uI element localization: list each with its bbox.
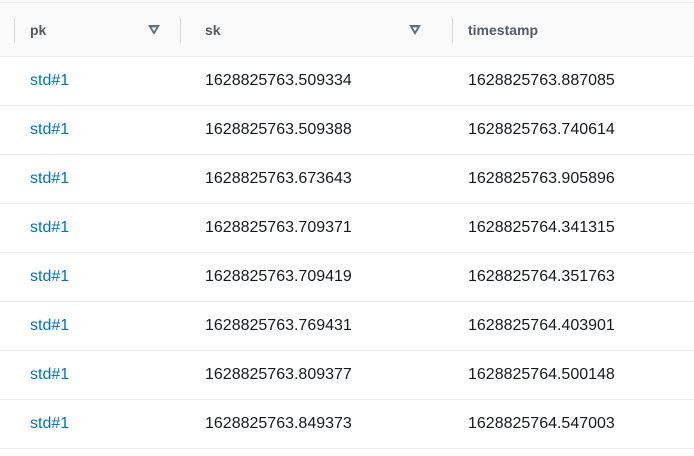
caret-down-icon xyxy=(409,24,421,35)
table-row: std#1 1628825763.673643 1628825763.905896 xyxy=(0,154,694,204)
table-row: std#1 1628825763.709371 1628825764.341315 xyxy=(0,203,694,253)
table-row: std#1 1628825763.769431 1628825764.403901 xyxy=(0,301,694,351)
table-row: std#1 1628825763.709419 1628825764.351763 xyxy=(0,252,694,302)
pk-cell: std#1 xyxy=(14,350,180,400)
row-gutter xyxy=(0,252,14,302)
sk-cell: 1628825763.709371 xyxy=(180,203,452,253)
pk-link[interactable]: std#1 xyxy=(30,317,70,334)
row-gutter xyxy=(0,154,14,204)
row-gutter xyxy=(0,105,14,155)
timestamp-cell: 1628825763.905896 xyxy=(452,154,694,204)
pk-link[interactable]: std#1 xyxy=(30,219,70,236)
sk-cell: 1628825763.509334 xyxy=(180,56,452,106)
row-gutter xyxy=(0,399,14,449)
pk-cell: std#1 xyxy=(14,203,180,253)
timestamp-cell: 1628825764.403901 xyxy=(452,301,694,351)
sk-cell: 1628825763.769431 xyxy=(180,301,452,351)
pk-cell: std#1 xyxy=(14,399,180,449)
header-gutter xyxy=(0,2,14,57)
pk-cell: std#1 xyxy=(14,252,180,302)
row-gutter xyxy=(0,56,14,106)
table-body: std#1 1628825763.509334 1628825763.887085 s… xyxy=(0,56,694,449)
sk-cell: 1628825763.709419 xyxy=(180,252,452,302)
pk-cell: std#1 xyxy=(14,105,180,155)
table-row: std#1 1628825763.509334 1628825763.887085 xyxy=(0,56,694,106)
timestamp-cell: 1628825763.740614 xyxy=(452,105,694,155)
column-label-sk: sk xyxy=(205,21,221,38)
pk-link[interactable]: std#1 xyxy=(30,121,70,138)
row-gutter xyxy=(0,350,14,400)
timestamp-cell: 1628825764.500148 xyxy=(452,350,694,400)
table-row: std#1 1628825763.849373 1628825764.547003 xyxy=(0,399,694,449)
pk-link[interactable]: std#1 xyxy=(30,366,70,383)
column-label-pk: pk xyxy=(30,21,47,38)
timestamp-cell: 1628825764.351763 xyxy=(452,252,694,302)
pk-link[interactable]: std#1 xyxy=(30,170,70,187)
column-header-pk[interactable]: pk xyxy=(14,2,180,57)
top-gap xyxy=(0,0,694,2)
pk-cell: std#1 xyxy=(14,154,180,204)
row-gutter xyxy=(0,203,14,253)
pk-cell: std#1 xyxy=(14,56,180,106)
column-label-timestamp: timestamp xyxy=(468,21,539,38)
sk-cell: 1628825763.673643 xyxy=(180,154,452,204)
pk-link[interactable]: std#1 xyxy=(30,268,70,285)
pk-cell: std#1 xyxy=(14,301,180,351)
pk-link[interactable]: std#1 xyxy=(30,415,70,432)
sk-cell: 1628825763.509388 xyxy=(180,105,452,155)
pk-link[interactable]: std#1 xyxy=(30,72,70,89)
sk-cell: 1628825763.809377 xyxy=(180,350,452,400)
timestamp-cell: 1628825763.887085 xyxy=(452,56,694,106)
table-row: std#1 1628825763.509388 1628825763.740614 xyxy=(0,105,694,155)
row-gutter xyxy=(0,301,14,351)
column-header-timestamp[interactable]: timestamp xyxy=(452,2,694,57)
table-header: pk sk xyxy=(0,2,694,57)
header-row: pk sk xyxy=(0,2,694,57)
caret-down-icon xyxy=(148,24,160,35)
timestamp-cell: 1628825764.341315 xyxy=(452,203,694,253)
timestamp-cell: 1628825764.547003 xyxy=(452,399,694,449)
table-row: std#1 1628825763.809377 1628825764.500148 xyxy=(0,350,694,400)
column-header-sk[interactable]: sk xyxy=(180,2,452,57)
sk-cell: 1628825763.849373 xyxy=(180,399,452,449)
